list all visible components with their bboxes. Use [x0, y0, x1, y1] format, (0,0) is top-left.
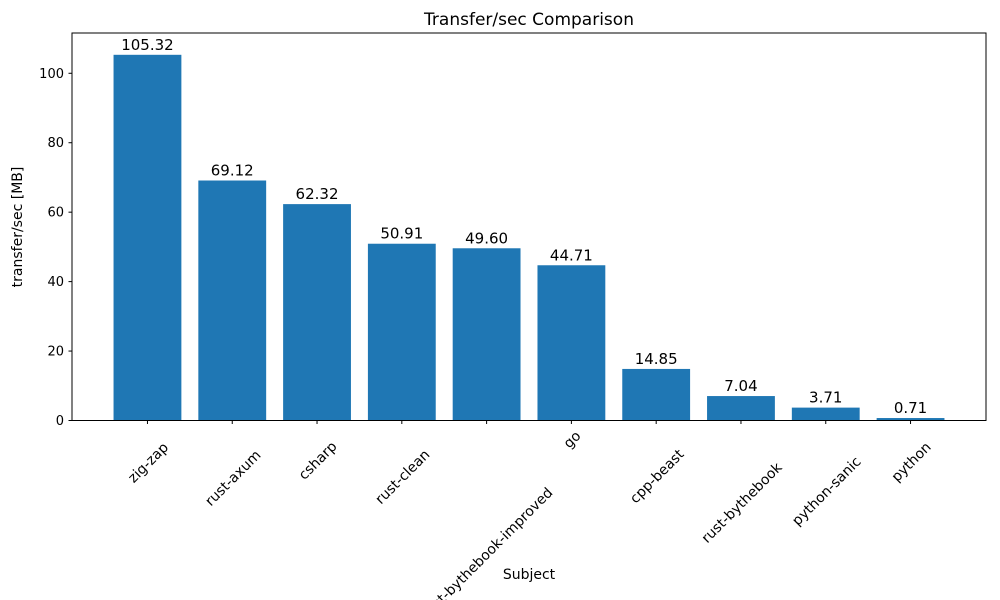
y-tick-label: 80	[47, 136, 64, 151]
bar	[537, 265, 606, 421]
bar	[367, 243, 436, 421]
bar-value-label: 105.32	[121, 36, 174, 54]
bar	[452, 248, 521, 421]
bar-value-label: 7.04	[724, 377, 757, 395]
y-tick-label: 100	[39, 67, 64, 82]
bar	[113, 54, 182, 421]
x-tick-label: python-sanic	[789, 454, 864, 529]
bar	[198, 180, 267, 421]
bar-value-label: 44.71	[550, 246, 593, 264]
x-tick-label: rust-axum	[202, 447, 264, 509]
bar	[707, 396, 775, 421]
x-tick-label: python	[889, 439, 935, 485]
bar	[791, 407, 860, 421]
y-tick-label: 20	[47, 345, 64, 360]
x-tick-label: csharp	[296, 439, 341, 484]
chart-title: Transfer/sec Comparison	[423, 10, 634, 30]
x-tick-label: rust-clean	[373, 447, 434, 508]
bar-value-label: 50.91	[380, 225, 423, 243]
x-tick-label: rust-bythebook	[699, 459, 786, 546]
bar-value-label: 49.60	[465, 229, 508, 247]
bar	[283, 204, 351, 421]
y-tick-label: 40	[47, 275, 64, 290]
y-axis-ticks-group: 0 20 40 60 80 100	[39, 67, 72, 429]
bar	[622, 368, 691, 421]
x-tick-label: go	[561, 428, 585, 452]
value-labels-group: 105.32 69.12 62.32 50.91 49.60 44.71 14.85 7.04…	[121, 36, 927, 417]
bar-value-label: 62.32	[296, 185, 339, 203]
x-axis-label: Subject	[503, 567, 556, 583]
bar-value-label: 14.85	[635, 350, 678, 368]
bar	[876, 418, 945, 421]
bar-value-label: 3.71	[809, 389, 842, 407]
plot-border	[71, 32, 987, 421]
bars-group	[113, 54, 945, 421]
bar-value-label: 69.12	[211, 162, 254, 180]
x-tick-label: zig-zap	[125, 440, 172, 487]
bar-value-label: 0.71	[894, 399, 927, 417]
x-tick-label: cpp-beast	[627, 446, 688, 507]
y-axis-label: transfer/sec [MB]	[10, 167, 26, 288]
y-tick-label: 60	[47, 206, 64, 221]
y-tick-label: 0	[56, 414, 64, 429]
